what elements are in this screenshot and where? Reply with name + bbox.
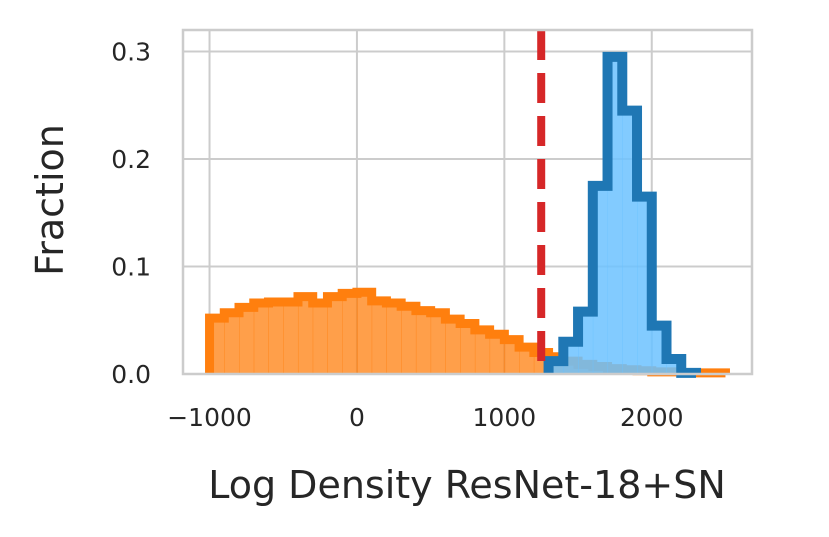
x-tick-label: 0 (349, 403, 365, 432)
x-tick-label: −1000 (167, 403, 252, 432)
y-tick-labels: 0.0 0.1 0.2 0.3 (111, 38, 151, 390)
histogram-step-outline (543, 51, 701, 378)
histogram-bar (224, 312, 240, 374)
histogram-bar (371, 300, 387, 374)
histogram-bar (268, 301, 284, 374)
y-tick-label: 0.2 (111, 145, 151, 174)
histogram-series (205, 51, 730, 378)
x-tick-label: 1000 (473, 403, 537, 432)
histogram-bar (253, 303, 269, 374)
y-axis-label: Fraction (28, 124, 72, 276)
histogram-bar (356, 292, 373, 374)
plot-frame (181, 28, 754, 376)
histogram-bar (430, 312, 446, 374)
histogram-bar (415, 310, 432, 374)
histogram-bar (445, 319, 461, 374)
histogram-bar (460, 323, 476, 374)
histogram-bar (342, 293, 358, 374)
histogram-bar (386, 303, 402, 374)
x-axis-label: Log Density ResNet-18+SN (208, 463, 726, 507)
histogram-bar (283, 301, 299, 374)
y-tick-label: 0.3 (111, 38, 151, 67)
histogram-bar (239, 307, 255, 374)
y-tick-label: 0.1 (111, 253, 151, 282)
histogram-bar (312, 303, 328, 374)
histogram-bar (474, 329, 491, 374)
x-tick-label: 2000 (620, 403, 684, 432)
histogram-bar (401, 306, 417, 374)
x-tick-labels: −1000 0 1000 2000 (167, 403, 683, 432)
histogram-bar (297, 296, 314, 374)
histogram-bar (489, 334, 505, 374)
histogram-bar (327, 296, 343, 374)
y-tick-label: 0.0 (111, 360, 151, 389)
